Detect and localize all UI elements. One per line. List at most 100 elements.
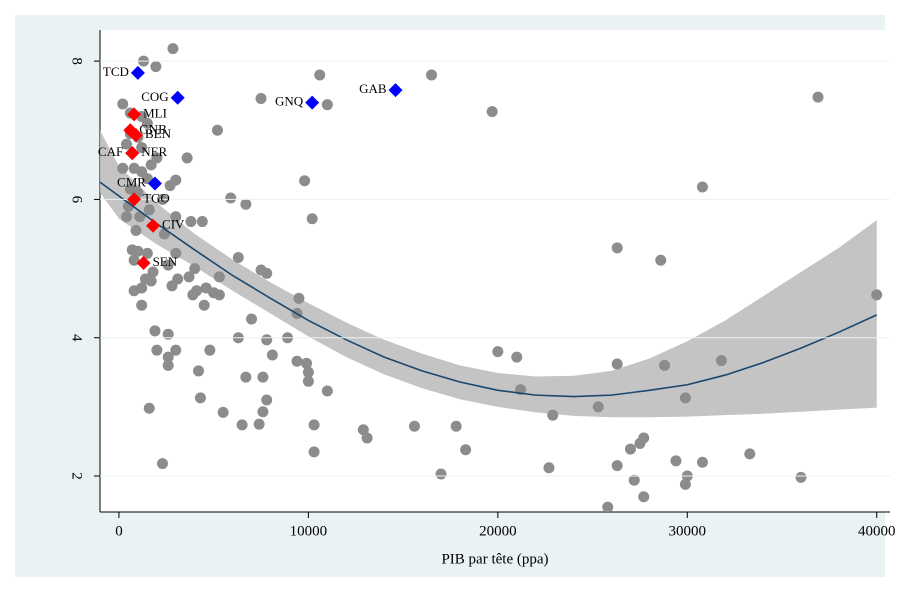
data-point: [162, 328, 174, 340]
data-point: [183, 271, 195, 283]
data-point: [213, 289, 225, 301]
data-point: [253, 418, 265, 430]
fit-line: [100, 181, 878, 398]
point-label: GNQ: [275, 94, 304, 109]
data-point: [715, 355, 727, 367]
labeled-point: [146, 218, 161, 233]
data-point: [198, 299, 210, 311]
data-point: [795, 471, 807, 483]
labeled-point: [170, 90, 185, 105]
point-label: COG: [141, 89, 168, 104]
labeled-point: [127, 107, 142, 122]
data-point: [611, 242, 623, 254]
data-point: [426, 69, 438, 81]
point-label: TGO: [143, 190, 170, 205]
data-point: [166, 280, 178, 292]
data-point: [744, 448, 756, 460]
data-point: [547, 409, 559, 421]
data-point: [141, 117, 153, 129]
data-point: [170, 344, 182, 356]
data-point: [302, 375, 314, 387]
x-tick-label: 0: [115, 523, 123, 539]
data-point: [117, 162, 129, 174]
x-axis-label: PIB par tête (ppa): [441, 551, 548, 567]
data-point: [634, 438, 646, 450]
data-point: [213, 271, 225, 283]
data-point: [321, 99, 333, 111]
data-point: [187, 289, 199, 301]
data-point: [361, 432, 373, 444]
point-label: CIV: [162, 217, 185, 232]
data-point: [141, 247, 153, 259]
data-point: [162, 351, 174, 363]
data-point: [257, 371, 269, 383]
data-point: [611, 460, 623, 472]
data-point: [486, 106, 498, 118]
labeled-point: [305, 95, 320, 110]
labeled-point: [136, 256, 151, 271]
data-point: [592, 401, 604, 413]
data-point: [136, 299, 148, 311]
plot-content: [100, 43, 883, 512]
data-point: [117, 98, 129, 110]
data-point: [628, 474, 640, 486]
y-tick-label: 4: [69, 334, 85, 342]
labeled-point: [125, 146, 140, 161]
data-point: [255, 92, 267, 104]
data-point: [134, 211, 146, 223]
data-point: [185, 216, 197, 228]
point-label: TCD: [103, 64, 129, 79]
data-point: [147, 266, 159, 278]
data-point: [217, 406, 229, 418]
y-tick-label: 8: [69, 57, 85, 64]
data-point: [232, 252, 244, 264]
data-point: [299, 175, 311, 187]
data-point: [181, 152, 193, 164]
labeled-point: [147, 176, 162, 191]
x-tick-label: 40000: [858, 523, 896, 539]
data-point: [408, 420, 420, 432]
labeled-point: [130, 65, 145, 80]
data-point: [435, 468, 447, 480]
point-label: CAF: [98, 144, 123, 159]
data-point: [611, 358, 623, 370]
data-point: [162, 259, 174, 271]
data-point: [122, 200, 134, 212]
data-point: [121, 138, 133, 150]
x-tick-label: 10000: [290, 523, 328, 539]
data-point: [246, 313, 258, 325]
data-point: [143, 204, 155, 216]
data-point: [167, 43, 179, 55]
data-point: [511, 351, 523, 363]
data-point: [150, 61, 162, 73]
data-point: [357, 424, 369, 436]
data-point: [130, 225, 142, 237]
data-point: [293, 292, 305, 304]
data-point: [321, 385, 333, 397]
data-point: [624, 443, 636, 455]
labeled-point: [127, 192, 142, 207]
data-point: [679, 478, 691, 490]
data-point: [236, 419, 248, 431]
data-point: [543, 462, 555, 474]
data-point: [670, 455, 682, 467]
data-point: [204, 344, 216, 356]
data-point: [145, 159, 157, 171]
data-point: [196, 216, 208, 228]
labeled-point: [128, 128, 143, 143]
data-point: [300, 357, 312, 369]
data-point: [308, 446, 320, 458]
data-point: [136, 142, 148, 154]
data-point: [602, 501, 614, 512]
data-point: [257, 406, 269, 418]
data-point: [128, 285, 140, 297]
data-point: [460, 444, 472, 456]
point-label: GAB: [359, 81, 387, 96]
data-point: [659, 359, 671, 371]
data-point: [696, 181, 708, 193]
x-tick-label: 30000: [669, 523, 707, 539]
y-tick-label: 2: [69, 472, 85, 480]
data-point: [240, 371, 252, 383]
